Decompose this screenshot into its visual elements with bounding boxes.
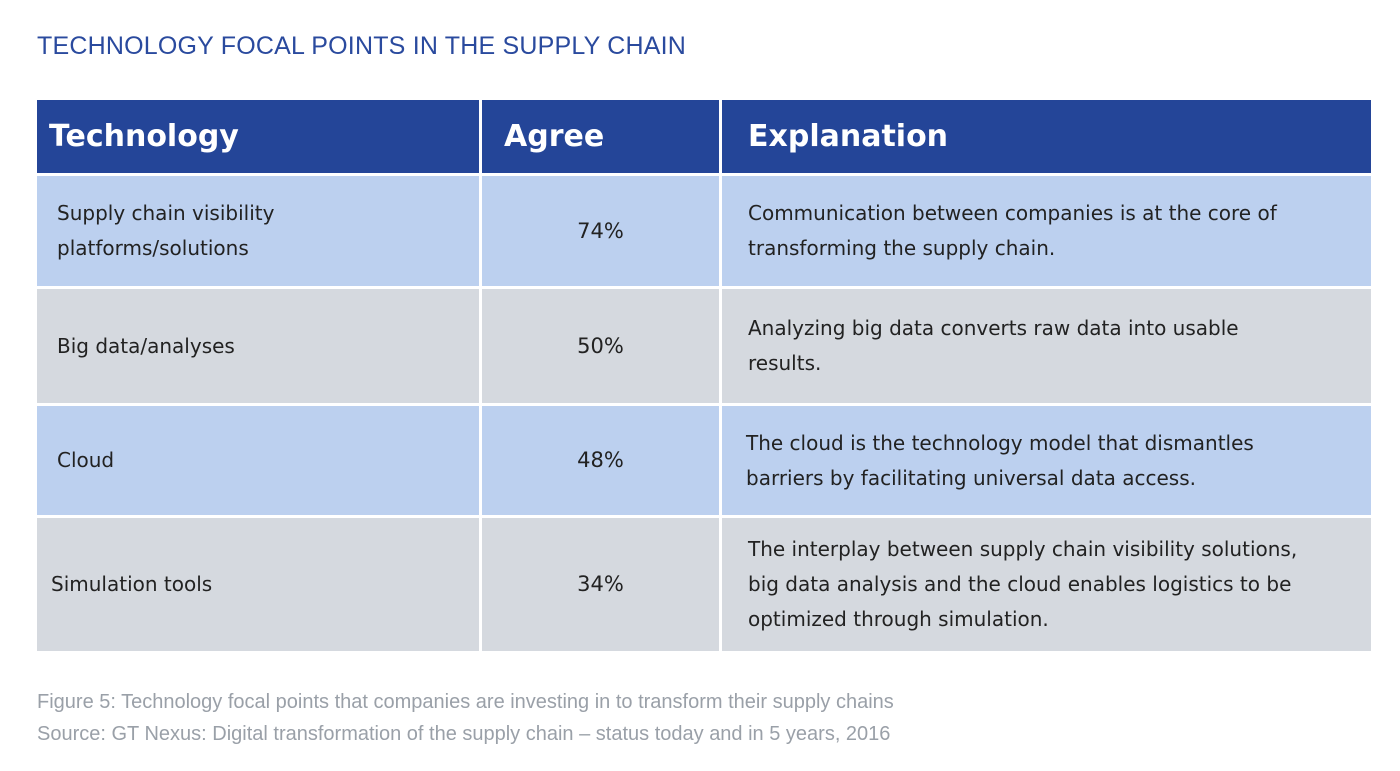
technology-cell: Simulation tools [37,518,479,651]
agree-cell: 48% [482,406,719,515]
explanation-cell: Analyzing big data converts raw data int… [722,289,1371,403]
header-agree: Agree [482,100,719,173]
table-row: Supply chain visibility platforms/soluti… [37,176,1371,286]
table-row: Big data/analyses 50% Analyzing big data… [37,289,1371,403]
agree-cell: 50% [482,289,719,403]
page-title: TECHNOLOGY FOCAL POINTS IN THE SUPPLY CH… [37,32,687,60]
caption-figure: Figure 5: Technology focal points that c… [37,691,894,713]
explanation-cell: Communication between companies is at th… [722,176,1371,286]
table-header-row: Technology Agree Explanation [37,100,1371,173]
technology-cell: Cloud [37,406,479,515]
table-row: Simulation tools 34% The interplay betwe… [37,518,1371,651]
caption-source: Source: GT Nexus: Digital transformation… [37,723,891,745]
figure-caption: Figure 5: Technology focal points that c… [37,686,894,750]
header-technology: Technology [37,100,479,173]
technology-cell: Supply chain visibility platforms/soluti… [37,176,479,286]
technology-table: Technology Agree Explanation Supply chai… [34,97,1374,654]
explanation-cell: The interplay between supply chain visib… [722,518,1371,651]
agree-cell: 34% [482,518,719,651]
technology-cell: Big data/analyses [37,289,479,403]
explanation-cell: The cloud is the technology model that d… [722,406,1371,515]
header-explanation: Explanation [722,100,1371,173]
table-row: Cloud 48% The cloud is the technology mo… [37,406,1371,515]
agree-cell: 74% [482,176,719,286]
